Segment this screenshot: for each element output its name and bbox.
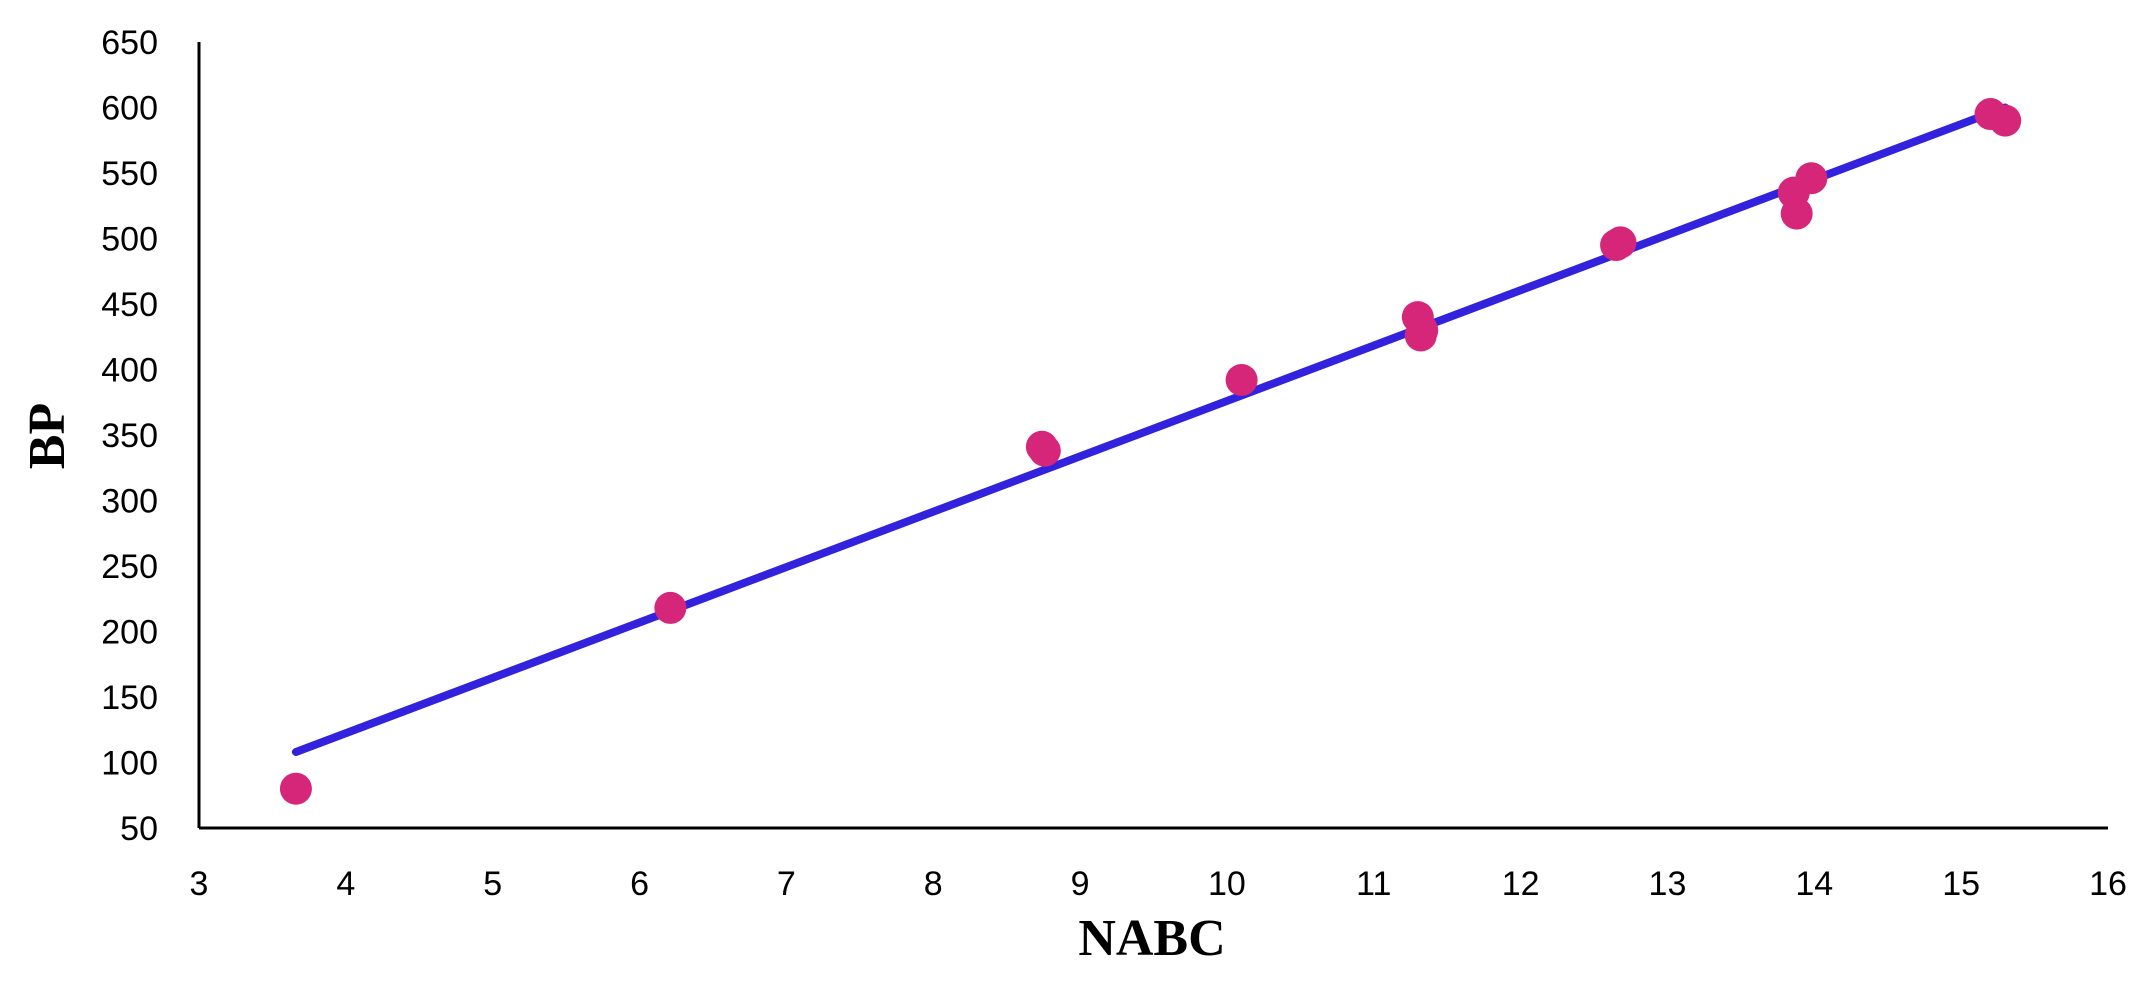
- x-axis-ticks: 3 4 5 6 7 8 9 10 11 12 13 14 15 16: [190, 865, 2127, 903]
- points-layer: [279, 98, 2022, 805]
- x-tick-label: 4: [336, 865, 355, 903]
- x-tick-label: 15: [1942, 865, 1980, 903]
- y-tick-label: 400: [101, 352, 158, 390]
- data-point: [1225, 363, 1258, 396]
- x-tick-label: 5: [483, 865, 502, 903]
- x-tick-label: 3: [190, 865, 209, 903]
- data-point: [1989, 104, 2022, 137]
- x-tick-label: 16: [2089, 865, 2127, 903]
- y-tick-label: 450: [101, 286, 158, 324]
- y-tick-label: 550: [101, 155, 158, 193]
- x-tick-label: 7: [777, 865, 796, 903]
- y-axis-title: BP: [19, 403, 76, 469]
- x-tick-label: 8: [924, 865, 943, 903]
- y-tick-label: 50: [120, 810, 158, 848]
- trendline: [291, 103, 2010, 757]
- x-axis-title: NABC: [1078, 910, 1225, 967]
- x-tick-label: 10: [1208, 865, 1246, 903]
- y-tick-label: 150: [101, 679, 158, 717]
- y-tick-label: 100: [101, 745, 158, 783]
- data-point: [1780, 197, 1813, 230]
- data-point: [279, 772, 312, 805]
- x-tick-label: 14: [1795, 865, 1833, 903]
- data-point: [1604, 226, 1637, 259]
- y-tick-label: 300: [101, 483, 158, 521]
- y-tick-label: 650: [101, 24, 158, 62]
- data-point: [1028, 434, 1061, 467]
- y-axis-ticks: 50 100 150 200 250 300 350 400 450 500 550 600 650: [101, 24, 158, 848]
- y-tick-label: 200: [101, 614, 158, 652]
- y-tick-label: 350: [101, 417, 158, 455]
- data-point: [654, 591, 687, 624]
- x-tick-label: 11: [1356, 865, 1391, 903]
- x-tick-label: 12: [1502, 865, 1540, 903]
- x-tick-label: 6: [630, 865, 649, 903]
- y-tick-label: 500: [101, 221, 158, 259]
- y-tick-label: 250: [101, 548, 158, 586]
- data-point: [1795, 162, 1828, 195]
- x-tick-label: 13: [1649, 865, 1687, 903]
- data-point: [1406, 314, 1439, 347]
- trendline-layer: [291, 103, 2010, 757]
- y-tick-label: 600: [101, 90, 158, 128]
- x-tick-label: 9: [1071, 865, 1090, 903]
